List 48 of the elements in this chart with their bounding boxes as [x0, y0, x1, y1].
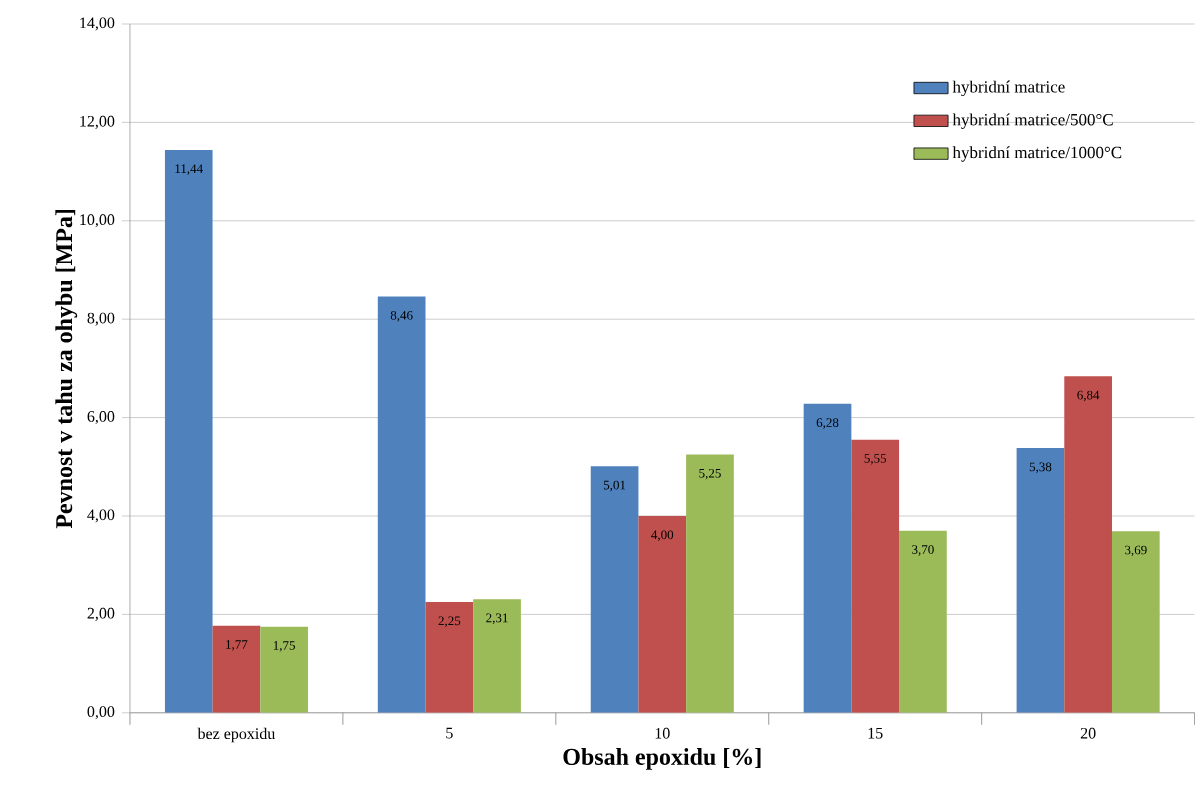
data-label: 4,00 — [651, 530, 674, 542]
data-label: 1,75 — [273, 641, 295, 652]
data-label: 3,69 — [1125, 545, 1147, 557]
x-tick-label: 20 — [1080, 727, 1096, 739]
bar — [1064, 376, 1112, 713]
legend-label: hybridní matrice/1000°C — [952, 146, 1122, 162]
y-tick-label: 10,00 — [80, 214, 115, 228]
y-tick-label: 6,00 — [87, 411, 115, 425]
bar — [425, 602, 474, 713]
bar — [260, 626, 308, 713]
y-tick-label: 14,00 — [80, 17, 115, 31]
y-tick-label: 4,00 — [87, 509, 115, 523]
bar — [899, 530, 947, 713]
bar — [686, 454, 734, 713]
data-label: 6,84 — [1077, 390, 1100, 402]
bar — [1111, 531, 1160, 713]
bar — [164, 150, 213, 713]
y-tick-label: 12,00 — [80, 115, 115, 130]
data-label: 6,28 — [816, 418, 839, 429]
data-label: 5,55 — [864, 454, 887, 465]
data-label: 5,25 — [699, 469, 721, 480]
y-tick-label: 2,00 — [87, 607, 115, 622]
x-tick-label: 10 — [655, 727, 670, 739]
bar — [590, 466, 639, 713]
bar — [803, 403, 852, 713]
data-label: 8,46 — [390, 311, 413, 322]
bar — [473, 599, 521, 713]
data-label: 2,31 — [486, 613, 508, 625]
bar — [638, 516, 687, 713]
bar — [851, 439, 900, 713]
data-label: 5,38 — [1029, 462, 1052, 474]
legend-label: hybridní matrice — [952, 80, 1065, 97]
bar — [377, 296, 426, 713]
x-axis-title: Obsah epoxidu [%] — [563, 748, 761, 770]
y-tick-label: 8,00 — [87, 312, 115, 326]
bar — [1016, 448, 1065, 713]
data-label: 11,44 — [175, 164, 203, 176]
x-tick-label: bez epoxidu — [197, 727, 276, 743]
data-label: 5,01 — [603, 480, 626, 492]
data-label: 2,25 — [438, 616, 461, 628]
legend-label: hybridní matrice/500°C — [952, 113, 1113, 130]
y-tick-label: 0,00 — [87, 706, 115, 720]
bar — [212, 625, 261, 713]
y-axis-title: Pevnost v tahu za ohybu [MPa] — [55, 210, 78, 529]
data-label: 3,70 — [912, 545, 934, 556]
x-tick-label: 15 — [868, 727, 883, 739]
x-tick-label: 5 — [446, 727, 453, 739]
data-label: 1,77 — [226, 640, 248, 651]
